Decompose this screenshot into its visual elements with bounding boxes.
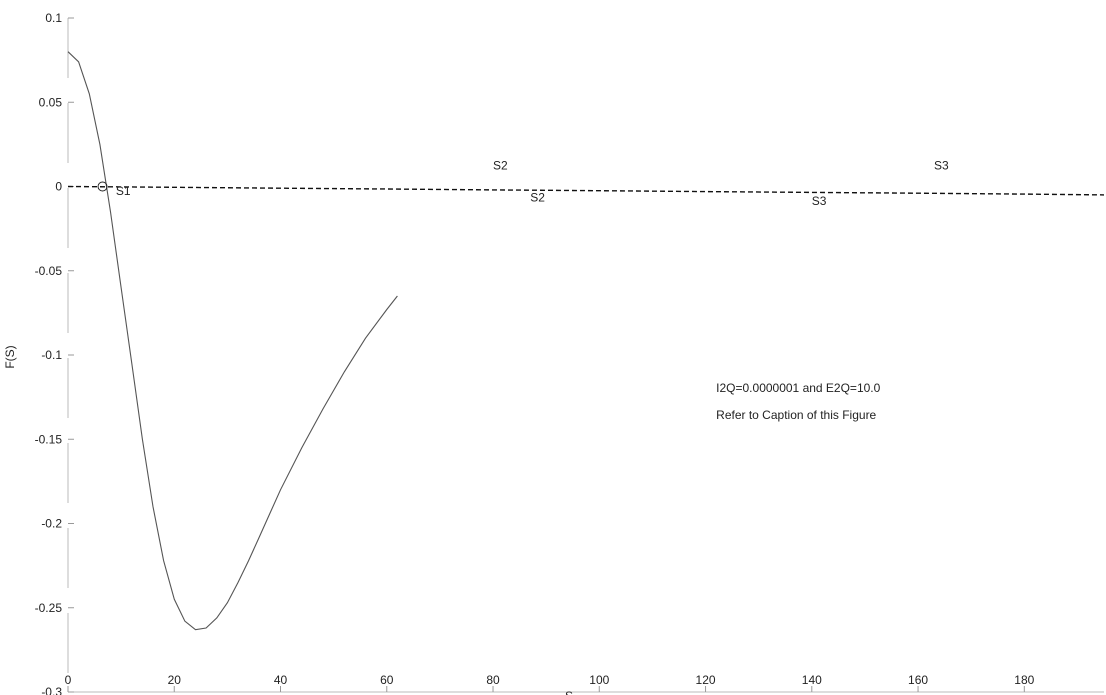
x-tick-label: 20: [168, 673, 182, 687]
x-tick-label: 60: [380, 673, 394, 687]
annotation-layer: S1 S2 S2 S3 S3 I2Q=0.0000001 and E2Q=10.0 Refe…: [116, 159, 949, 422]
annotation-label: Refer to Caption of this Figure: [716, 408, 876, 422]
y-tick-label: -0.15: [35, 432, 63, 446]
annotation-label: S2: [493, 159, 508, 173]
annotation-label: S3: [812, 194, 827, 208]
x-tick-label: 40: [274, 673, 288, 687]
x-tick-label: 180: [1014, 673, 1034, 687]
x-ticks: 0 20 40 60 80 100 120 140 160 180: [65, 673, 1035, 692]
x-tick-label: 120: [696, 673, 716, 687]
y-ticks: 0.1 0.05 0 -0.05 -0.1 -0.15 -0.2 -0.25 -0.3: [35, 11, 74, 695]
series-line-2: [67, 185, 1105, 196]
annotation-label: S1: [116, 184, 131, 198]
y-tick-label: -0.2: [41, 517, 62, 531]
x-tick-label: 0: [65, 673, 72, 687]
annotation-label: I2Q=0.0000001 and E2Q=10.0: [716, 381, 880, 395]
series-line-1: [67, 51, 398, 631]
y-tick-label: 0.05: [39, 95, 63, 109]
y-tick-label: 0.1: [45, 11, 62, 25]
x-tick-label: 80: [486, 673, 500, 687]
x-tick-label: 160: [908, 673, 928, 687]
annotation-label: S3: [934, 159, 949, 173]
y-axis-label: F(S): [3, 345, 17, 368]
data-point-marker: [97, 181, 108, 192]
y-tick-label: -0.05: [35, 264, 63, 278]
x-tick-label: 140: [802, 673, 822, 687]
y-tick-label: -0.25: [35, 601, 63, 615]
series-layer: [67, 51, 1105, 631]
y-tick-label: -0.1: [41, 348, 62, 362]
x-tick-label: 100: [589, 673, 609, 687]
y-tick-label: -0.3: [41, 685, 62, 695]
marker-layer: [97, 181, 108, 192]
annotation-label: S2: [530, 191, 545, 205]
x-axis-label: S: [565, 689, 573, 695]
y-tick-label: 0: [55, 180, 62, 194]
